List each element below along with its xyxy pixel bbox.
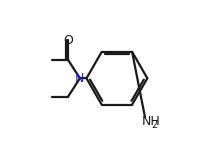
Text: NH: NH [142,115,161,128]
Text: O: O [63,34,73,47]
Text: 2: 2 [151,120,158,130]
Text: N: N [75,72,85,85]
